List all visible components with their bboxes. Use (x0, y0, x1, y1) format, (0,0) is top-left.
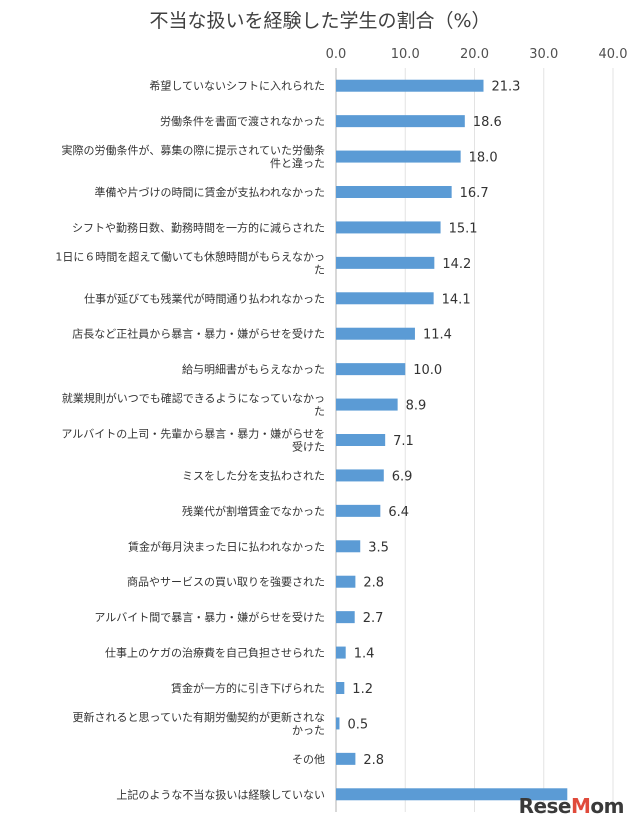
x-tick-label: 0.0 (326, 47, 347, 62)
bar (336, 115, 465, 128)
x-tick-label: 20.0 (460, 47, 489, 62)
category-label: アルバイトの上司・先輩から暴言・暴力・嫌がらせを受けた (61, 427, 325, 454)
value-label: 16.7 (460, 186, 489, 201)
category-labels: 希望していないシフトに入れられた労働条件を書面で渡されなかった実際の労働条件が、… (55, 79, 325, 802)
value-label: 1.4 (354, 647, 375, 662)
value-label: 10.0 (413, 363, 442, 378)
x-tick-label: 40.0 (599, 47, 628, 62)
category-label: 更新されると思っていた有期労働契約が更新されなかった (73, 710, 325, 737)
bar (336, 540, 361, 553)
value-label: 1.2 (352, 682, 373, 697)
x-axis-ticks: 0.0 10.0 20.0 30.0 40.0 (326, 47, 628, 62)
category-label: 賃金が毎月決まった日に払われなかった (128, 539, 325, 553)
value-label: 6.4 (388, 505, 409, 520)
value-label: 18.6 (473, 115, 502, 130)
category-label: 残業代が割増賃金でなかった (182, 504, 325, 518)
value-label: 14.1 (442, 292, 471, 307)
category-label: 店長など正社員から暴言・暴力・嫌がらせを受けた (72, 327, 325, 341)
value-label: 14.2 (442, 257, 471, 272)
bar (336, 398, 398, 411)
bar (336, 717, 340, 730)
bar (336, 788, 568, 801)
bar (336, 469, 384, 482)
bar (336, 504, 381, 517)
bar (336, 363, 406, 376)
category-label: 上記のような不当な扱いは経験していない (116, 787, 325, 801)
resemom-logo: ReseMom (518, 794, 625, 818)
category-label: ミスをした分を支払わされた (182, 468, 325, 482)
value-label: 3.5 (368, 540, 389, 555)
category-label: 賃金が一方的に引き下げられた (171, 681, 325, 695)
value-label: 21.3 (492, 80, 521, 95)
bar (336, 186, 452, 198)
bar (336, 79, 484, 92)
category-label: 商品やサービスの買い取りを強要された (127, 575, 325, 589)
x-tick-label: 10.0 (391, 47, 420, 62)
category-label: 仕事が延びても残業代が時間通り払われなかった (84, 291, 325, 305)
value-label: 6.9 (392, 469, 413, 484)
value-label: 2.8 (363, 576, 384, 591)
bars (336, 79, 568, 801)
bar (336, 611, 355, 624)
category-label: シフトや勤務日数、勤務時間を一方的に減らされた (72, 220, 325, 234)
bar (336, 221, 441, 234)
category-label: 希望していないシフトに入れられた (149, 79, 325, 93)
category-label: 労働条件を書面で渡されなかった (160, 114, 325, 128)
bar (336, 752, 356, 765)
value-label: 2.8 (363, 753, 384, 768)
category-label: 就業規則がいつでも確認できるようになっていなかった (62, 391, 325, 418)
bar (336, 682, 345, 694)
bar (336, 646, 346, 659)
value-label: 2.7 (363, 611, 384, 626)
category-label: アルバイト間で暴言・暴力・嫌がらせを受けた (94, 610, 325, 624)
category-label: その他 (292, 753, 325, 766)
value-labels: 21.3 18.6 18.0 16.7 15.1 14.2 14.1 11.4 10.0 8.9 7… (347, 80, 520, 768)
category-label: 準備や片づけの時間に賃金が支払われなかった (95, 185, 325, 199)
bar (336, 292, 434, 305)
category-label: 1日に６時間を超えて働いても休憩時間がもらえなかった (55, 249, 325, 276)
bar (336, 434, 386, 446)
value-label: 7.1 (393, 434, 414, 449)
value-label: 0.5 (347, 717, 368, 732)
category-label: 仕事上のケガの治療費を自己負担させられた (105, 646, 325, 660)
bar (336, 256, 435, 269)
category-label: 実際の労働条件が、募集の際に提示されていた労働条件と違った (62, 143, 325, 170)
bar (336, 150, 461, 163)
value-label: 15.1 (449, 221, 478, 236)
bar (336, 327, 415, 340)
x-tick-label: 30.0 (529, 47, 558, 62)
value-label: 18.0 (469, 151, 498, 166)
category-label: 給与明細書がもらえなかった (182, 362, 325, 376)
value-label: 8.9 (406, 399, 427, 414)
chart-title: 不当な扱いを経験した学生の割合（%） (149, 10, 491, 32)
bar (336, 575, 356, 588)
value-label: 11.4 (423, 328, 452, 343)
